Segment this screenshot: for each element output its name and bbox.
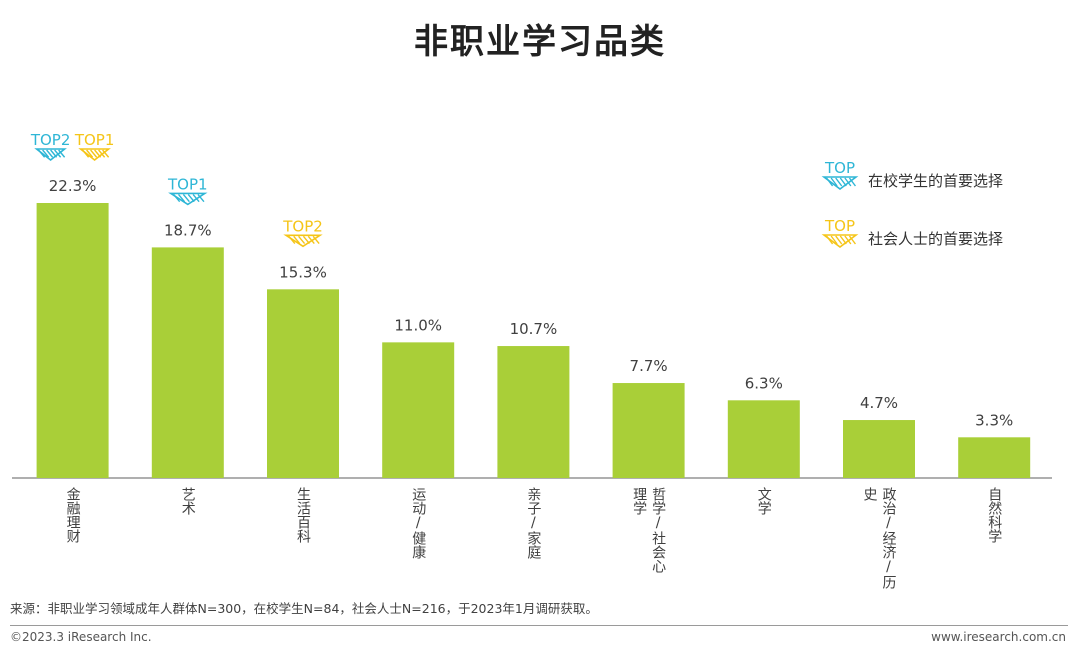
website-link[interactable]: www.iresearch.com.cn — [931, 630, 1066, 644]
top-badge-marker-icon-hatch — [182, 193, 190, 203]
top-badge-marker-icon-hatch — [173, 193, 181, 203]
bar[interactable] — [36, 203, 109, 478]
copyright-text: ©2023.3 iResearch Inc. — [10, 630, 152, 644]
legend-marker-icon-hatch — [826, 177, 834, 187]
top-badge-marker-icon-hatch — [42, 149, 50, 158]
category-tick-label: 运动/健康 — [410, 487, 426, 559]
top-badge-marker-icon-hatch — [102, 149, 110, 158]
top-badge-marker-icon-hatch — [312, 235, 320, 245]
legend-marker-icon-hatch — [848, 177, 856, 187]
legend-marker-icon-hatch — [844, 235, 852, 245]
top-badge-marker-icon-hatch — [90, 149, 98, 158]
legend-label: 社会人士的首要选择 — [868, 230, 1003, 248]
legend-marker-icon-hatch — [844, 177, 852, 187]
top-badge-label: TOP1 — [74, 131, 115, 149]
top-badge-marker-icon — [168, 192, 208, 206]
top-badge-marker-icon-hatch — [177, 193, 186, 203]
category-tick-label: 金融理财 — [65, 487, 81, 544]
top-badge-marker-icon — [34, 148, 67, 162]
bar[interactable] — [958, 437, 1031, 478]
top-badge-label: TOP2 — [30, 131, 71, 149]
top-badge-label: TOP2 — [282, 217, 323, 235]
top-badge-marker-icon-hatch — [94, 149, 102, 158]
value-label: 18.7% — [164, 221, 212, 239]
bar[interactable] — [727, 400, 800, 478]
top-badge-marker-icon-hatch — [38, 149, 46, 158]
source-footnote: 来源：非职业学习领域成年人群体N=300，在校学生N=84，社会人士N=216，… — [10, 601, 598, 616]
top-badge-marker-icon-hatch — [307, 235, 315, 245]
value-label: 4.7% — [860, 394, 898, 412]
top-badge-marker-icon-hatch — [54, 149, 62, 158]
top-badge-marker-icon-hatch — [187, 193, 195, 203]
category-tick-label: 生活百科 — [295, 487, 311, 543]
footer-divider — [10, 625, 1068, 626]
bar[interactable] — [843, 420, 915, 478]
top-badge-marker-icon — [78, 148, 111, 162]
category-tick-label: 哲学/社会心 — [650, 487, 666, 573]
legend-marker-icon-hatch — [830, 177, 838, 187]
top-badge-marker-icon-hatch — [197, 193, 205, 203]
top-badge-marker-icon-hatch — [58, 149, 66, 158]
top-badge-marker-icon-hatch — [46, 149, 54, 158]
category-tick-label: 文学 — [756, 487, 772, 515]
top-badge-marker-icon-hatch — [288, 235, 296, 245]
legend-marker-icon-hatch — [835, 177, 843, 187]
top-badge-marker-icon-hatch — [192, 193, 200, 203]
top-badge-marker-icon-hatch — [82, 149, 90, 158]
legend-marker-text: TOP — [824, 217, 855, 235]
legend-marker-icon — [821, 234, 859, 248]
value-label: 22.3% — [49, 177, 97, 195]
top-badge-label: TOP1 — [167, 175, 208, 193]
legend-label: 在校学生的首要选择 — [868, 172, 1003, 190]
legend-marker-icon-hatch — [839, 235, 847, 245]
chart-title: 非职业学习品类 — [414, 22, 666, 62]
category-tick-label: 自然科学 — [986, 487, 1002, 543]
legend-marker-text: TOP — [824, 159, 855, 177]
top-badge-marker-icon-hatch — [302, 235, 310, 245]
category-tick-label: 理学 — [631, 487, 647, 515]
bar[interactable] — [382, 342, 455, 478]
value-label: 7.7% — [630, 357, 668, 375]
value-label: 3.3% — [975, 411, 1013, 429]
value-label: 10.7% — [510, 320, 558, 338]
value-label: 11.0% — [394, 316, 442, 334]
top-badge-marker-icon-hatch — [293, 235, 301, 245]
value-label: 15.3% — [279, 263, 327, 281]
bar[interactable] — [267, 289, 339, 478]
legend-marker-icon-hatch — [835, 235, 843, 245]
value-label: 6.3% — [745, 374, 783, 392]
legend-marker-icon-hatch — [839, 177, 847, 187]
top-badge-marker-icon — [283, 234, 323, 248]
category-tick-label: 政治/经济/历 — [881, 487, 897, 590]
legend-marker-icon-hatch — [848, 235, 856, 245]
legend-marker-icon-hatch — [830, 235, 838, 245]
bar[interactable] — [151, 247, 224, 478]
legend-marker-icon-hatch — [826, 235, 834, 245]
top-badge-marker-icon-hatch — [298, 235, 306, 245]
bar-chart: 22.3% 金融理财 18.7% 艺术 15.3% 生活百科 11.0% 运动/健康 10.7%… — [12, 131, 1052, 590]
legend-marker-icon — [821, 176, 859, 190]
bar[interactable] — [497, 346, 570, 478]
category-tick-label: 史 — [862, 487, 878, 502]
top-badge-marker-icon-hatch — [86, 149, 94, 158]
top-badge-marker-icon-hatch — [98, 149, 106, 158]
bar[interactable] — [612, 383, 685, 478]
top-badge-marker-icon-hatch — [50, 149, 58, 158]
category-tick-label: 亲子/家庭 — [525, 487, 541, 560]
category-tick-label: 艺术 — [180, 487, 196, 515]
